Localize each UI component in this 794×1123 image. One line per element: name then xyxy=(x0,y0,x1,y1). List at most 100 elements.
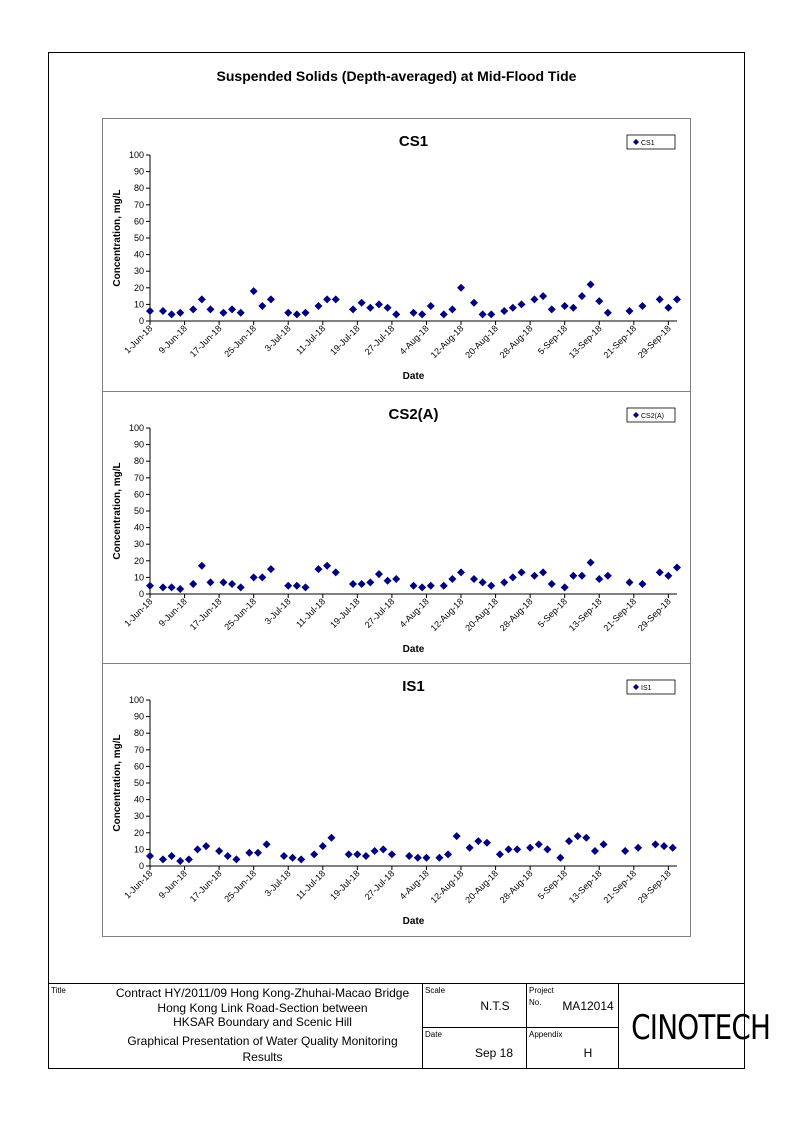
data-point xyxy=(547,580,556,589)
project-value: MA12014 xyxy=(562,999,614,1013)
data-point xyxy=(534,840,543,849)
legend-box xyxy=(626,407,676,423)
data-point xyxy=(560,302,569,311)
data-point xyxy=(357,580,366,589)
y-tick-label: 20 xyxy=(134,828,144,838)
y-tick-label: 10 xyxy=(134,572,144,582)
data-point xyxy=(323,561,332,570)
data-point xyxy=(508,303,517,312)
y-tick-label: 100 xyxy=(129,423,144,433)
x-axis-label: Date xyxy=(403,916,425,927)
data-point xyxy=(219,578,228,587)
data-point xyxy=(284,581,293,590)
x-axis-label: Date xyxy=(403,371,425,382)
data-point xyxy=(487,581,496,590)
x-tick-label: 5-Sep-18 xyxy=(536,868,569,901)
data-point xyxy=(573,832,582,841)
y-tick-label: 60 xyxy=(134,761,144,771)
data-point xyxy=(202,842,211,851)
x-tick-label: 20-Aug-18 xyxy=(463,323,500,360)
chart-title: IS1 xyxy=(402,678,425,695)
y-tick-label: 0 xyxy=(139,589,144,599)
data-point xyxy=(673,563,681,572)
x-tick-label: 28-Aug-18 xyxy=(498,868,535,905)
page-title: Suspended Solids (Depth-averaged) at Mid… xyxy=(216,68,577,84)
data-point xyxy=(582,833,591,842)
date-label: Date xyxy=(425,1030,442,1039)
data-point xyxy=(577,292,586,301)
data-point xyxy=(448,305,457,314)
data-point xyxy=(595,575,604,584)
chart-panel-is1: IS1 0 10 20 30 40 50 60 70 80 90 100 Concentration, … xyxy=(102,663,691,937)
data-point xyxy=(547,305,556,314)
data-point xyxy=(387,850,396,859)
y-tick-label: 50 xyxy=(134,506,144,516)
data-point xyxy=(366,578,375,587)
y-tick-label: 30 xyxy=(134,811,144,821)
x-tick-label: 12-Aug-18 xyxy=(429,323,466,360)
data-point xyxy=(310,850,319,859)
data-point xyxy=(508,573,517,582)
data-point xyxy=(569,303,578,312)
data-point xyxy=(469,298,478,307)
data-point xyxy=(638,302,647,311)
data-point xyxy=(223,852,232,861)
x-tick-label: 20-Aug-18 xyxy=(463,596,500,633)
data-point xyxy=(383,303,392,312)
data-point xyxy=(266,565,275,574)
legend-marker xyxy=(633,139,639,145)
y-tick-label: 30 xyxy=(134,539,144,549)
data-point xyxy=(603,308,612,317)
data-point xyxy=(349,580,358,589)
data-point xyxy=(603,571,612,580)
data-point xyxy=(331,568,340,577)
data-point xyxy=(206,305,215,314)
data-point xyxy=(638,580,647,589)
data-point xyxy=(167,310,176,319)
data-point xyxy=(301,308,310,317)
data-point xyxy=(634,843,643,852)
x-tick-label: 29-Sep-18 xyxy=(636,868,673,905)
y-tick-label: 30 xyxy=(134,266,144,276)
y-tick-label: 20 xyxy=(134,556,144,566)
data-point xyxy=(366,303,375,312)
data-point xyxy=(439,310,448,319)
data-point xyxy=(651,840,660,849)
x-tick-label: 13-Sep-18 xyxy=(567,323,604,360)
data-point xyxy=(331,295,340,304)
title-line-2: Hong Kong Link Road-Section between xyxy=(157,1001,368,1015)
y-tick-label: 60 xyxy=(134,216,144,226)
data-point xyxy=(314,565,323,574)
chart-panel-cs1: CS1 0 10 20 30 40 50 60 70 80 90 100 Concentration, … xyxy=(102,118,691,392)
data-point xyxy=(530,571,539,580)
data-point xyxy=(232,855,241,864)
data-point xyxy=(197,295,206,304)
data-point xyxy=(560,583,569,592)
x-tick-label: 4-Aug-18 xyxy=(398,868,431,901)
data-point xyxy=(590,847,599,856)
x-tick-label: 28-Aug-18 xyxy=(498,596,535,633)
y-tick-label: 70 xyxy=(134,473,144,483)
data-point xyxy=(349,305,358,314)
x-tick-label: 25-Jun-18 xyxy=(222,323,258,359)
x-tick-label: 13-Sep-18 xyxy=(567,596,604,633)
data-point xyxy=(379,845,388,854)
data-point xyxy=(556,853,565,862)
x-axis-label: Date xyxy=(403,644,425,655)
x-tick-label: 21-Sep-18 xyxy=(601,596,638,633)
y-axis-label: Concentration, mg/L xyxy=(112,734,123,831)
data-point xyxy=(357,298,366,307)
x-tick-label: 1-Jun-18 xyxy=(122,323,154,355)
legend-label: CS2(A) xyxy=(641,413,664,420)
data-point xyxy=(673,295,681,304)
title-line-1: Contract HY/2011/09 Hong Kong-Zhuhai-Mac… xyxy=(115,986,410,1000)
title-line-3: HKSAR Boundary and Scenic Hill xyxy=(173,1015,352,1029)
title-line-4: Graphical Presentation of Water Quality … xyxy=(127,1034,398,1048)
scale-label: Scale xyxy=(425,986,446,995)
data-point xyxy=(409,308,418,317)
data-point xyxy=(167,583,176,592)
data-point xyxy=(353,850,362,859)
cinotech-logo: CINOTECH xyxy=(631,1008,771,1048)
data-point xyxy=(258,302,267,311)
y-tick-label: 10 xyxy=(134,299,144,309)
